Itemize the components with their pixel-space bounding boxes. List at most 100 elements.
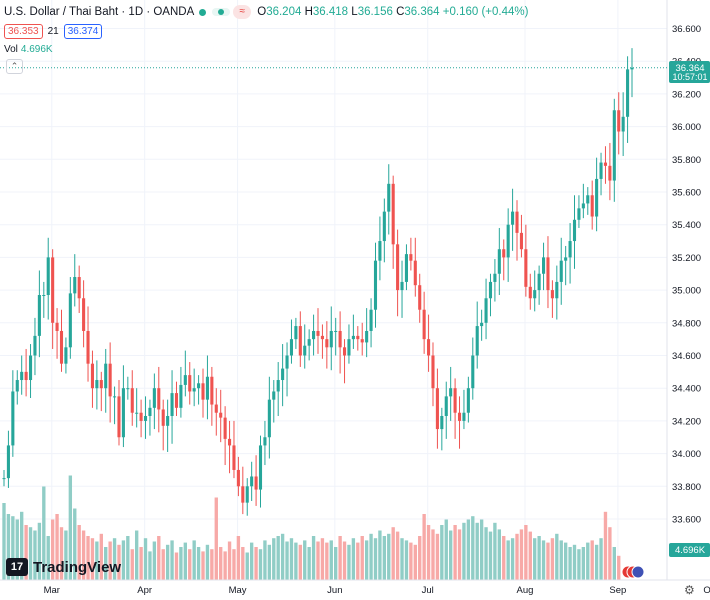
volume-bar xyxy=(77,525,81,580)
candle-body xyxy=(197,383,201,389)
volume-bar xyxy=(50,519,55,580)
market-status-icon[interactable] xyxy=(212,8,231,16)
volume-bar xyxy=(325,542,329,580)
volume-bar xyxy=(577,549,581,580)
volume-bar xyxy=(90,538,95,580)
price-tick-label: 36.200 xyxy=(672,89,701,100)
candle-body xyxy=(219,412,223,418)
volume-bar xyxy=(364,540,369,580)
volume-bar xyxy=(11,516,15,580)
candle-body xyxy=(298,326,302,356)
candle-body xyxy=(130,388,134,413)
volume-bar xyxy=(524,525,528,580)
price-tick-label: 35.800 xyxy=(672,155,701,166)
volume-bar xyxy=(152,541,157,580)
candle-body xyxy=(82,298,86,331)
candle-body xyxy=(537,273,541,291)
volume-bar xyxy=(174,552,179,580)
volume-bar xyxy=(457,529,462,580)
volume-bar xyxy=(249,542,254,580)
candle-body xyxy=(170,393,174,416)
candle-body xyxy=(356,335,360,340)
volume-bar xyxy=(192,540,196,580)
volume-bar xyxy=(183,542,188,580)
volume-bar xyxy=(170,540,174,580)
candle-body xyxy=(73,277,77,294)
sell-button[interactable]: 36.353 xyxy=(4,24,43,39)
volume-bar xyxy=(99,533,103,580)
volume-bar xyxy=(272,538,276,580)
volume-bar xyxy=(95,541,99,580)
volume-bar xyxy=(196,547,201,580)
candle-body xyxy=(586,195,590,204)
volume-bar xyxy=(559,540,563,580)
candle-body xyxy=(183,375,187,385)
candle-body xyxy=(515,211,519,233)
volume-bar xyxy=(179,547,183,580)
candle-body xyxy=(519,232,523,250)
candle-body xyxy=(263,437,267,446)
candle-body xyxy=(440,415,444,430)
volume-bar xyxy=(2,503,6,580)
settings-gear-icon[interactable]: ⚙ xyxy=(684,583,695,597)
last-price-value: 36.364 xyxy=(675,63,704,74)
collapse-legend-button[interactable]: ⌃ xyxy=(6,59,23,74)
candle-body xyxy=(626,69,630,117)
candle-body xyxy=(320,335,324,340)
candle-body xyxy=(316,330,320,336)
volume-bar xyxy=(55,514,59,580)
candle-body xyxy=(95,380,99,389)
candle-body xyxy=(617,110,621,132)
volume-bar xyxy=(555,533,559,580)
volume-bar xyxy=(541,540,546,580)
volume-bar xyxy=(590,540,594,580)
buy-button[interactable]: 36.374 xyxy=(63,24,103,39)
volume-bar xyxy=(201,551,205,580)
volume-bar xyxy=(280,533,285,580)
volume-bar xyxy=(382,536,387,580)
tradingview-logo[interactable]: 17 TradingView xyxy=(6,558,121,576)
logo-text: TradingView xyxy=(33,558,122,576)
candle-body xyxy=(143,415,148,421)
candle-body xyxy=(590,195,594,217)
candle-body xyxy=(46,257,50,296)
candle-body xyxy=(236,469,240,487)
volume-bar xyxy=(46,536,50,580)
volume-bar xyxy=(475,522,479,580)
volume-bar xyxy=(236,536,241,580)
candle-body xyxy=(325,339,329,348)
candle-body xyxy=(484,298,488,323)
volume-legend: Vol 4.696K xyxy=(4,44,53,55)
time-tick-label: Mar xyxy=(44,585,60,596)
candle-body xyxy=(161,409,165,426)
candle-body xyxy=(462,412,466,421)
candle-body xyxy=(581,203,585,209)
volume-bar xyxy=(550,538,555,580)
candlesticks xyxy=(2,48,634,516)
time-axis[interactable]: Mar Apr May Jun Jul Aug Sep Oct xyxy=(44,585,710,596)
data-problem-icon[interactable]: ≈ xyxy=(233,5,252,19)
volume-bar xyxy=(612,547,616,580)
candle-body xyxy=(351,335,355,340)
flag-icons[interactable] xyxy=(621,565,645,579)
candle-body xyxy=(258,445,263,490)
candle-body xyxy=(475,326,479,356)
time-tick-label: Jun xyxy=(327,585,342,596)
volume-bar xyxy=(537,536,541,580)
candle-body xyxy=(166,415,170,426)
volume-bar xyxy=(227,541,232,580)
price-axis[interactable]: 36.60036.40036.20036.00035.80035.60035.4… xyxy=(672,24,701,526)
volume-bar xyxy=(143,538,148,580)
volume-bar xyxy=(360,536,364,580)
volume-bar xyxy=(214,497,218,580)
candle-body xyxy=(621,116,625,132)
candle-body xyxy=(378,241,382,261)
candle-body xyxy=(86,330,90,364)
symbol-title[interactable]: U.S. Dollar / Thai Baht · 1D · OANDA xyxy=(4,6,195,18)
candle-body xyxy=(6,445,10,479)
candle-body xyxy=(550,290,554,299)
candle-body xyxy=(488,281,493,299)
volume-bar xyxy=(15,519,19,580)
candle-body xyxy=(77,277,81,299)
